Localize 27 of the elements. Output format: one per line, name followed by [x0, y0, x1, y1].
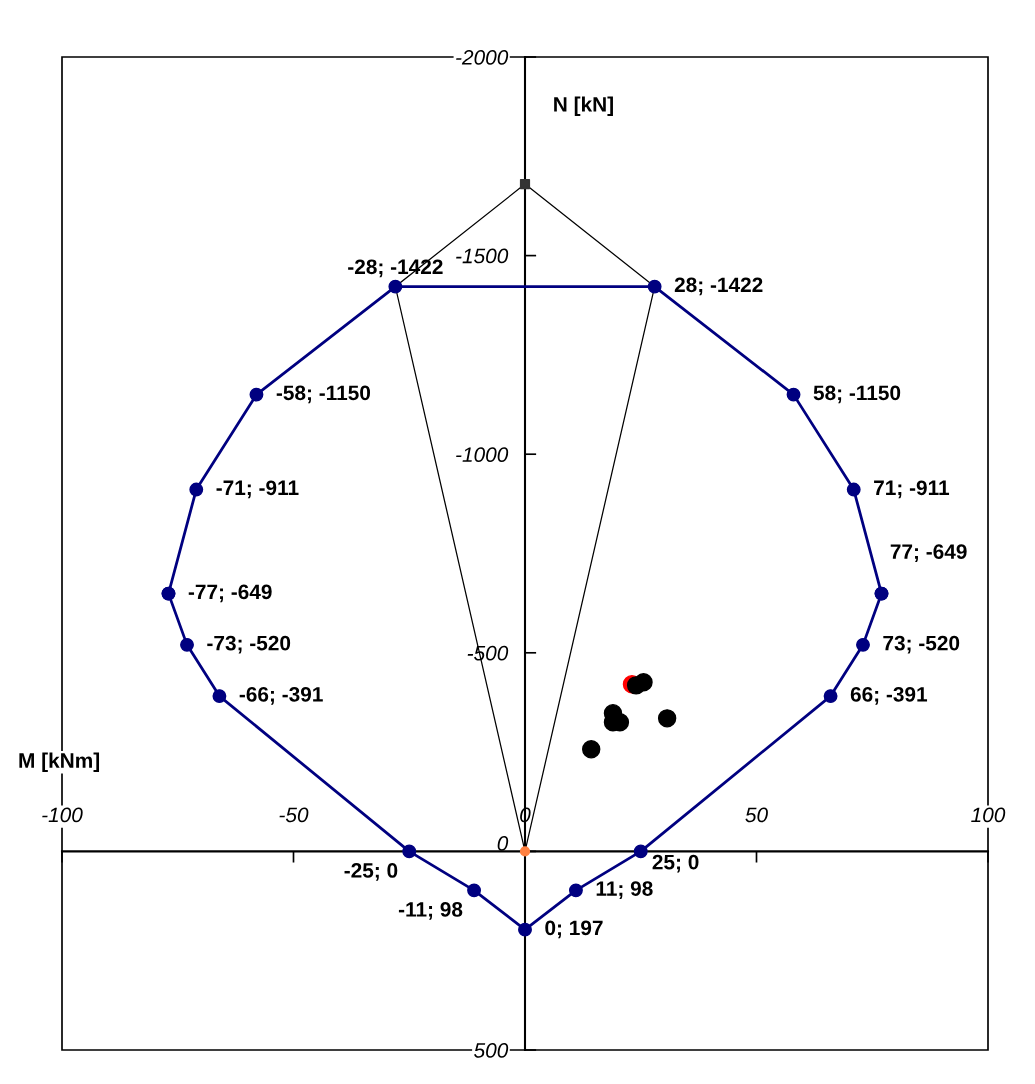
y-tick-label: -1500 — [456, 248, 509, 264]
data-label: -58; -1150 — [276, 385, 371, 404]
x-tick-label: 50 — [745, 807, 768, 823]
data-label: -77; -649 — [188, 584, 272, 603]
data-label: 28; -1422 — [674, 277, 763, 296]
data-label: 66; -391 — [850, 686, 928, 705]
data-label: 77; -649 — [890, 544, 967, 562]
data-label: 11; 98 — [596, 881, 653, 899]
data-label: 0; 197 — [545, 920, 603, 939]
data-label: -71; -911 — [216, 480, 299, 499]
data-label: -25; 0 — [344, 863, 398, 881]
data-label: 71; -911 — [874, 480, 950, 499]
y-tick-label: 500 — [474, 1043, 509, 1058]
y-axis-title: N [kN] — [554, 96, 613, 116]
data-label: 58; -1150 — [813, 385, 901, 404]
x-tick-label: 100 — [971, 807, 1006, 823]
y-tick-label: -1000 — [456, 447, 509, 462]
x-axis-title: M [kNm] — [19, 752, 100, 772]
x-tick-label: -100 — [42, 807, 83, 823]
y-tick-label: 0 — [497, 836, 509, 851]
data-label: -11; 98 — [398, 901, 463, 920]
y-tick-label: -2000 — [456, 50, 509, 65]
data-label: 73; -520 — [883, 635, 960, 654]
data-label: -66; -391 — [239, 686, 323, 705]
x-tick-label: -50 — [279, 807, 309, 823]
data-label: -73; -520 — [207, 635, 291, 654]
data-label: 25; 0 — [652, 854, 699, 873]
